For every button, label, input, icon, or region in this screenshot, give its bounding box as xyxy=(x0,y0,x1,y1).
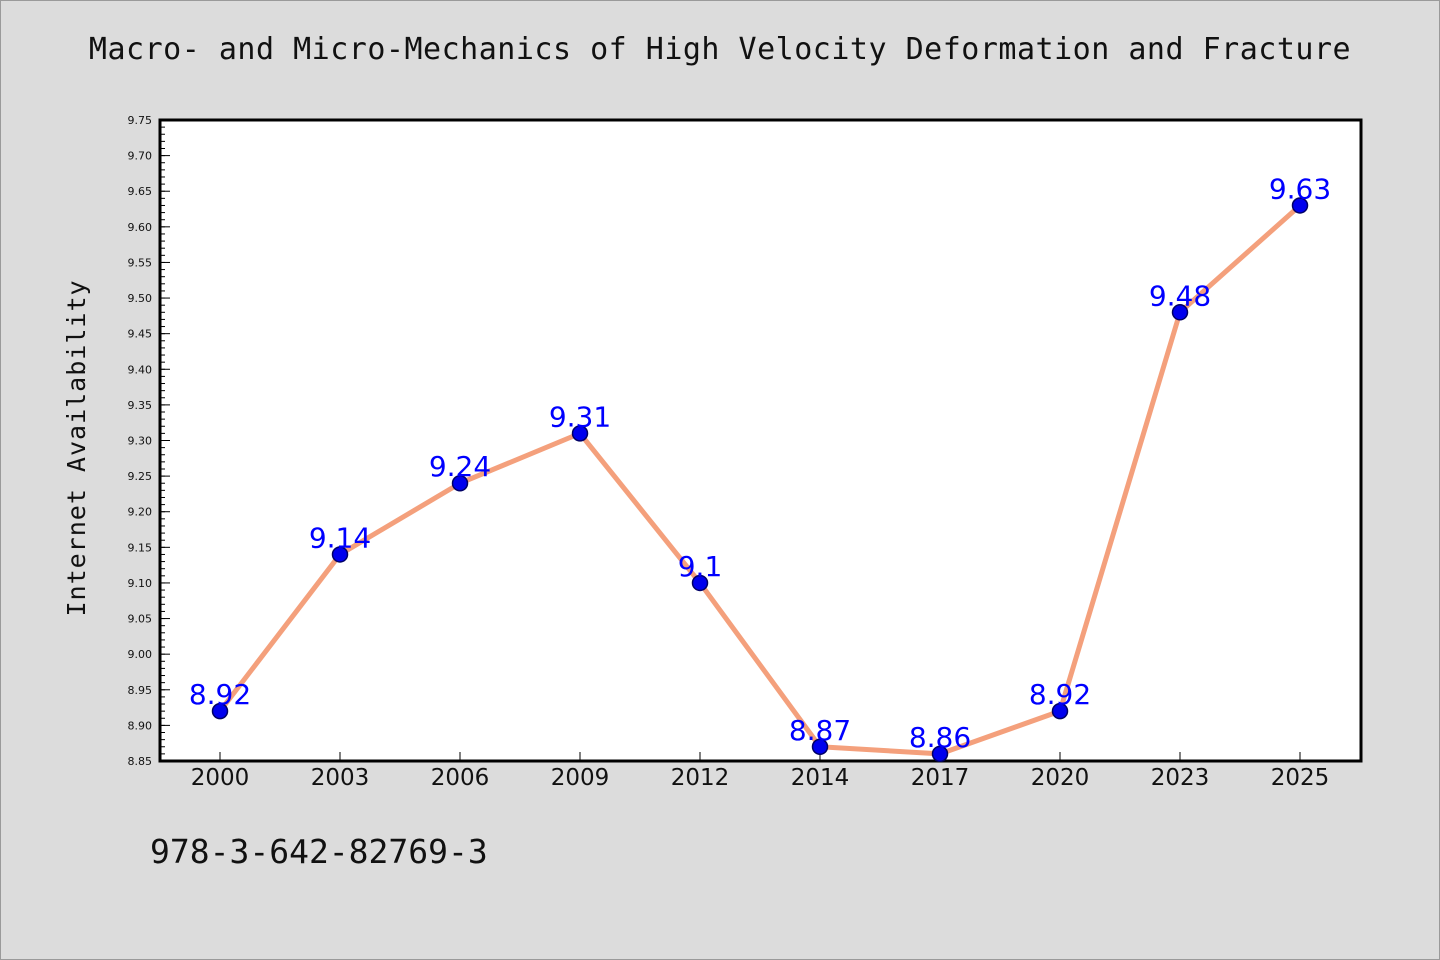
data-point xyxy=(451,474,469,492)
x-tick-label: 2023 xyxy=(1151,765,1210,791)
y-tick-label: 9.10 xyxy=(128,577,153,590)
isbn-text: 978-3-642-82769-3 xyxy=(150,832,488,871)
data-label: 8.92 xyxy=(189,678,251,711)
chart-title: Macro- and Micro-Mechanics of High Veloc… xyxy=(88,32,1352,67)
y-tick-label: 8.95 xyxy=(128,684,153,697)
x-tick-label: 2000 xyxy=(191,765,250,791)
y-tick-label: 9.65 xyxy=(128,185,153,198)
x-tick-label: 2009 xyxy=(551,765,610,791)
y-tick-label: 9.15 xyxy=(128,541,153,554)
y-axis: 8.85 8.90 8.95 9.00 9.05 9.10 9.15 9.20 9.25 9.30… xyxy=(128,114,170,768)
data-point xyxy=(1051,702,1069,720)
x-tick-label: 2006 xyxy=(431,765,490,791)
data-labels: 8.92 9.14 9.24 9.31 9.1 8.87 8.86 8.92 9.48 9.63 xyxy=(189,172,1331,753)
data-point xyxy=(1291,197,1309,214)
y-tick-label: 9.40 xyxy=(128,363,153,376)
data-point xyxy=(331,546,349,563)
data-label: 8.92 xyxy=(1029,678,1091,711)
x-tick-label: 2025 xyxy=(1271,765,1330,791)
data-point xyxy=(571,425,589,442)
data-point xyxy=(1171,304,1189,321)
data-label: 9.24 xyxy=(429,450,491,483)
x-tick-label: 2020 xyxy=(1031,765,1090,791)
y-tick-label: 9.60 xyxy=(128,221,153,234)
x-tick-label: 2014 xyxy=(791,765,850,791)
data-label: 8.87 xyxy=(789,714,851,747)
y-tick-label: 9.20 xyxy=(128,506,153,519)
y-tick-label: 9.25 xyxy=(128,470,153,483)
x-tick-label: 2017 xyxy=(911,765,970,791)
y-tick-label: 9.35 xyxy=(128,399,153,412)
y-tick-label: 9.50 xyxy=(128,292,153,305)
data-label: 9.14 xyxy=(309,521,371,554)
y-tick-label: 9.00 xyxy=(128,648,153,661)
plot-area xyxy=(158,118,1363,763)
data-label: 8.86 xyxy=(909,721,971,754)
y-axis-label: Internet Availability xyxy=(62,279,91,616)
y-tick-label: 9.30 xyxy=(128,435,153,448)
data-label: 9.63 xyxy=(1269,172,1331,205)
data-point xyxy=(691,574,709,592)
y-tick-label: 9.05 xyxy=(128,613,153,626)
x-tick-label: 2012 xyxy=(671,765,730,791)
data-markers xyxy=(211,197,1309,763)
data-label: 9.31 xyxy=(549,400,611,433)
series-line xyxy=(217,202,1303,757)
data-point xyxy=(811,738,829,756)
y-tick-label: 9.55 xyxy=(128,256,153,269)
data-point xyxy=(931,745,949,763)
data-label: 9.1 xyxy=(678,550,723,583)
y-tick-label: 9.70 xyxy=(128,150,153,163)
y-tick-label: 8.85 xyxy=(128,755,153,768)
y-tick-label: 9.75 xyxy=(128,114,153,127)
data-label: 9.48 xyxy=(1149,279,1211,312)
data-point xyxy=(211,702,229,720)
y-tick-label: 8.90 xyxy=(128,719,153,732)
x-tick-label: 2003 xyxy=(311,765,370,791)
y-tick-label: 9.45 xyxy=(128,328,153,341)
